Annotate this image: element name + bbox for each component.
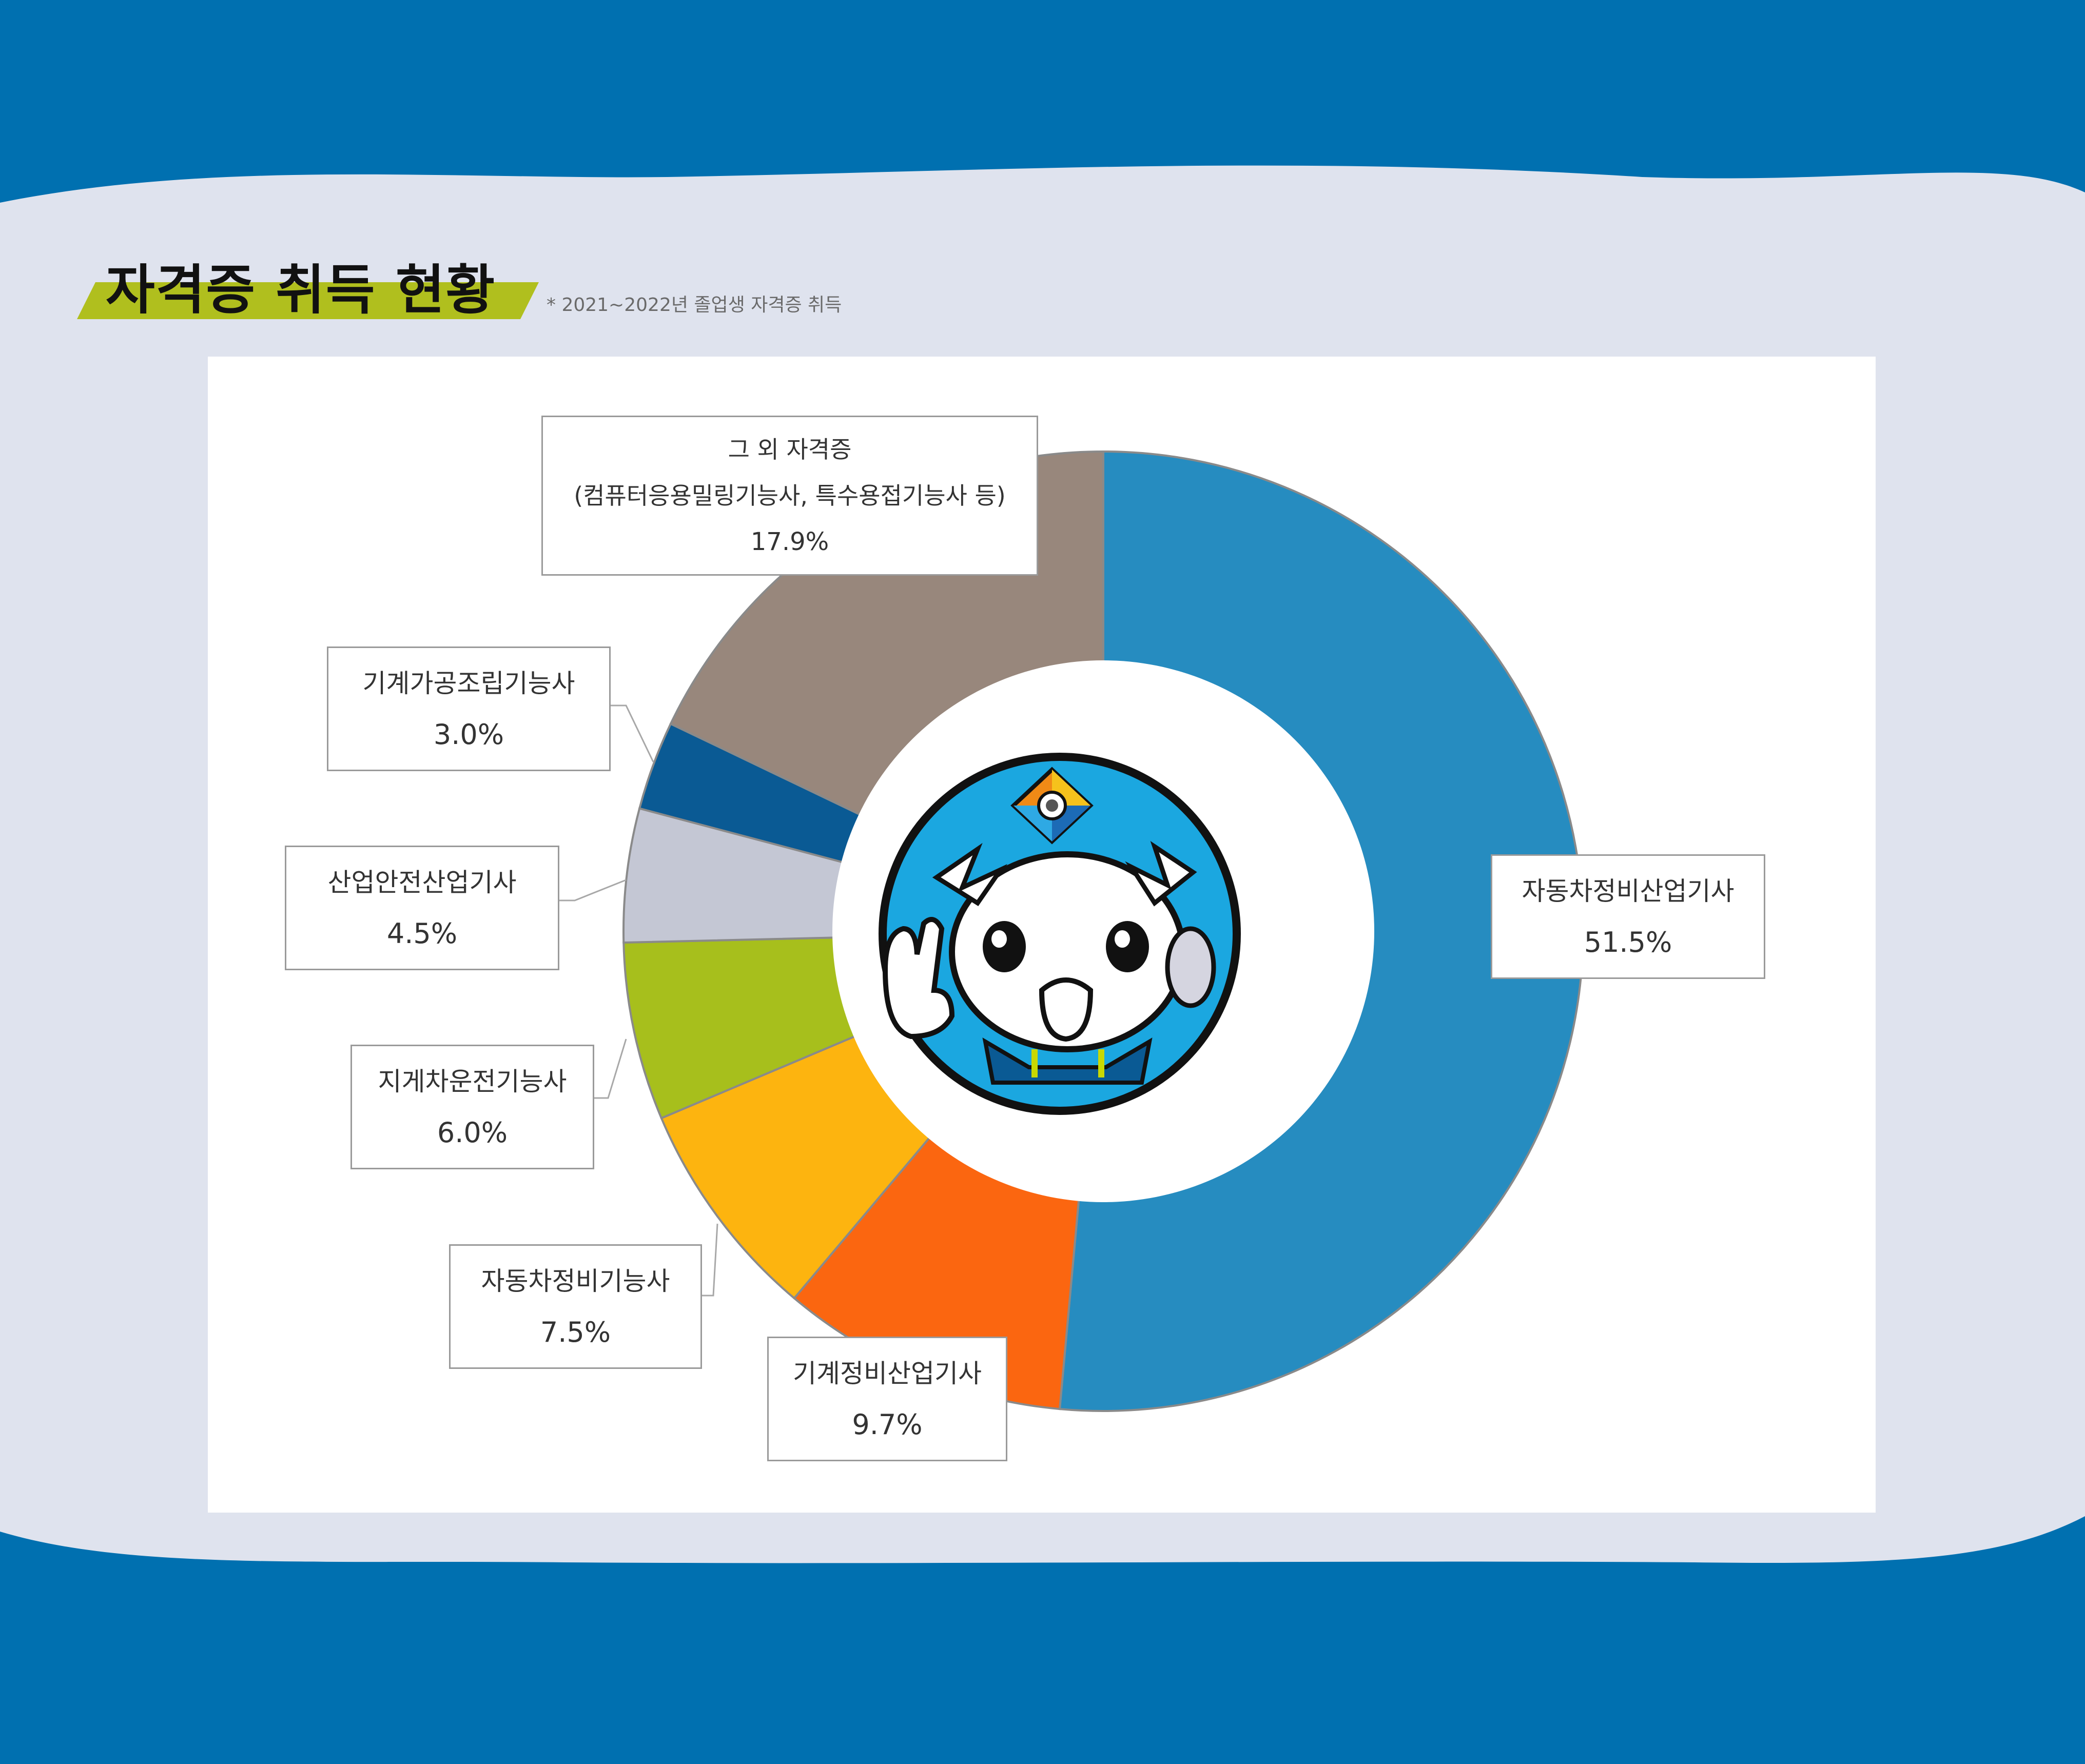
leader-line-기계가공조립기능사 [611,704,654,762]
label-기계정비산업기사: 기계정비산업기사 9.7% [767,1337,1007,1461]
label-subtitle: (컴퓨터응용밀링기능사, 특수용접기능사 등) [574,482,1006,509]
label-value: 6.0% [437,1116,508,1149]
label-지게차운전기능사: 지게차운전기능사 6.0% [350,1045,594,1169]
label-name: 산업안전산업기사 [327,867,517,897]
label-자동차정비기능사: 자동차정비기능사 7.5% [449,1244,702,1369]
label-value: 4.5% [386,917,458,950]
label-기계가공조립기능사: 기계가공조립기능사 3.0% [327,646,611,771]
page-title: 자격증 취득 현황 [106,259,496,321]
label-name: 기계가공조립기능사 [362,668,575,698]
label-자동차정비산업기사: 자동차정비산업기사 51.5% [1491,854,1765,979]
label-name: 자동차정비산업기사 [1522,876,1735,906]
label-value: 7.5% [540,1316,611,1348]
leader-line-산업안전산업기사 [559,879,627,901]
label-name: 그 외 자격증 [728,436,852,463]
mascot-emblem [879,753,1241,1115]
leader-lines [559,704,718,1297]
label-other-certificates: 그 외 자격증 (컴퓨터응용밀링기능사, 특수용접기능사 등) 17.9% [541,416,1038,576]
label-name: 지게차운전기능사 [378,1066,567,1096]
label-value: 9.7% [852,1408,923,1441]
label-name: 자동차정비기능사 [481,1266,670,1296]
label-산업안전산업기사: 산업안전산업기사 4.5% [285,846,559,970]
label-value: 51.5% [1584,926,1672,958]
label-value: 17.9% [750,527,829,556]
label-name: 기계정비산업기사 [793,1358,982,1388]
section-heading: 자격증 취득 현황 [77,246,539,328]
leader-line-자동차정비기능사 [702,1223,718,1297]
heading-footnote: * 2021~2022년 졸업생 자격증 취득 [547,295,842,316]
heading-highlight-bar [77,282,539,319]
label-value: 3.0% [433,718,504,751]
leader-line-지게차운전기능사 [594,1038,627,1099]
